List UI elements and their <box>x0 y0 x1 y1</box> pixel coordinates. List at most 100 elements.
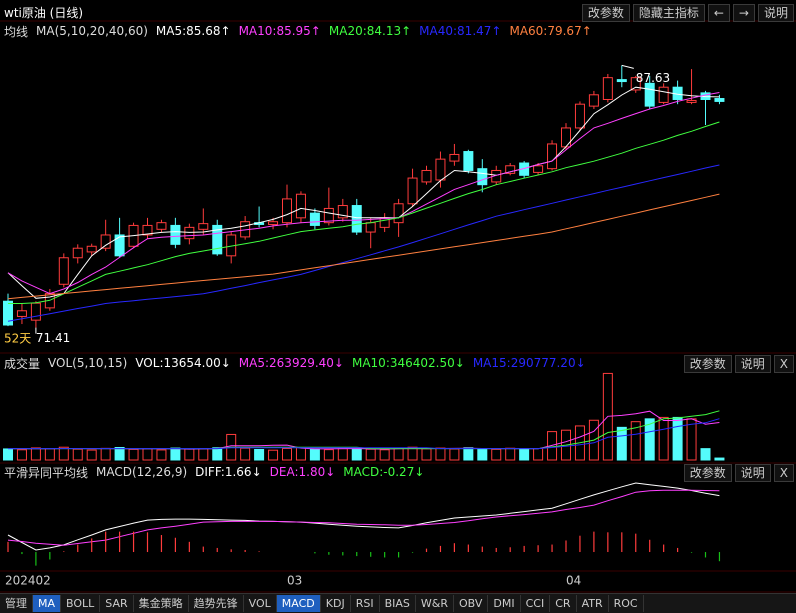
window-title: wti原油 (日线) <box>4 5 84 20</box>
legend-entry: DIFF:1.66↓ <box>195 465 262 479</box>
volume-bar <box>282 448 292 461</box>
panel-button[interactable]: X <box>773 355 794 373</box>
volume-bar <box>156 449 167 461</box>
indicator-tab[interactable]: ROC <box>609 595 644 612</box>
indicator-tab[interactable]: MACD <box>276 595 321 612</box>
volume-bar <box>519 448 530 461</box>
header-button[interactable]: 说明 <box>757 4 794 22</box>
indicator-tab[interactable]: DMI <box>488 595 521 612</box>
volume-bar <box>463 447 474 461</box>
legend-entry: MA60:79.67↑ <box>509 24 592 38</box>
count-label: 52天 <box>4 332 31 346</box>
indicator-tab[interactable]: 管理 <box>0 595 33 612</box>
indicator-tab[interactable]: OBV <box>454 595 489 612</box>
indicator-tab[interactable]: VOL <box>244 595 277 612</box>
legend-entry: MA15:290777.20↓ <box>472 356 586 370</box>
indicator-tab[interactable]: W&R <box>416 595 454 612</box>
volume-bar <box>672 416 683 461</box>
candle-body <box>323 207 334 224</box>
volume-bar <box>295 447 306 461</box>
volume-bar <box>198 448 209 461</box>
legend-title: 均线 <box>4 24 29 39</box>
candle-body <box>463 151 474 171</box>
volume-bar <box>630 421 641 461</box>
indicator-tab[interactable]: 趋势先锋 <box>189 595 244 612</box>
candle-body <box>449 153 460 162</box>
candle-body <box>30 302 41 321</box>
volume-bar <box>421 448 432 461</box>
volume-bar <box>114 447 125 461</box>
candle-body <box>561 127 571 148</box>
volume-bar <box>491 448 502 461</box>
volume-bar <box>128 448 139 461</box>
panel-button[interactable]: 改参数 <box>683 355 732 373</box>
legend-entry: MA20:84.13↑ <box>328 24 412 38</box>
legend-title: 平滑异同平均线 <box>4 465 89 480</box>
volume-ma-line <box>8 418 720 450</box>
volume-bar <box>309 448 320 461</box>
ma-line <box>7 193 720 300</box>
candle-body <box>491 169 502 183</box>
candle-body <box>309 212 320 226</box>
volume-bar <box>658 416 669 461</box>
volume-bar <box>337 448 348 461</box>
candle-body <box>407 177 418 205</box>
volume-bar <box>379 449 390 461</box>
header-button[interactable]: 改参数 <box>581 4 630 22</box>
legend-entry: MACD:-0.27↓ <box>343 465 425 479</box>
candle-body <box>714 98 725 102</box>
volume-bar <box>365 448 376 461</box>
legend-title: 成交量 <box>4 356 41 371</box>
candle-body <box>477 168 488 186</box>
legend-indicator: MACD(12,26,9) <box>96 465 188 479</box>
candle-body <box>295 193 306 219</box>
panel-buttons: 改参数 说明 X <box>683 464 794 482</box>
volume-bar <box>58 446 69 461</box>
candle-body <box>547 143 558 170</box>
indicator-tab[interactable]: MA <box>33 595 62 612</box>
volume-bar <box>30 447 41 461</box>
volume-bar <box>86 449 97 461</box>
volume-bar <box>533 448 544 461</box>
volume-bar <box>44 448 55 461</box>
indicator-tab[interactable]: CCI <box>521 595 551 612</box>
volume-bar <box>435 447 446 461</box>
panel-button[interactable]: X <box>773 464 794 482</box>
volume-bar <box>170 447 181 461</box>
indicator-tab[interactable]: CR <box>550 595 577 612</box>
indicator-tab[interactable]: ATR <box>577 595 609 612</box>
indicator-tab[interactable]: RSI <box>351 595 380 612</box>
volume-bar <box>616 426 627 461</box>
candle-body <box>588 94 599 107</box>
header-button[interactable]: → <box>732 4 755 22</box>
header-button[interactable]: 隐藏主指标 <box>632 4 705 22</box>
panel-button[interactable]: 改参数 <box>683 464 732 482</box>
x-tick-label: 202402 <box>5 574 51 588</box>
legend-entry: MA10:346402.50↓ <box>351 356 465 370</box>
volume-bar <box>323 449 334 461</box>
indicator-tab[interactable]: KDJ <box>321 595 351 612</box>
legend: 平滑异同平均线 MACD(12,26,9) DIFF:1.66↓ DEA:1.80↓ M… <box>4 463 424 481</box>
candle-body <box>3 300 13 326</box>
indicator-tab[interactable]: BOLL <box>61 595 101 612</box>
panel-button[interactable]: 说明 <box>734 355 771 373</box>
header-button[interactable]: ← <box>707 4 730 22</box>
volume-bar <box>72 448 83 461</box>
candle-body <box>16 310 27 317</box>
legend-entry: MA40:81.47↑ <box>419 24 502 38</box>
candle-body <box>616 79 627 83</box>
toolbar: 管理 MA BOLL SAR 集金策略 趋势先锋 VOL MACD KDJ RSI BIAS W&R O… <box>0 593 796 613</box>
volume-bar <box>644 418 655 461</box>
panel-button[interactable]: 说明 <box>734 464 771 482</box>
candle-body <box>86 245 97 253</box>
indicator-tab[interactable]: 集金策略 <box>134 595 189 612</box>
volume-bar <box>142 448 153 461</box>
candle-body <box>184 226 195 240</box>
indicator-tab[interactable]: BIAS <box>380 595 416 612</box>
indicator-tab[interactable]: SAR <box>100 595 134 612</box>
volume-bar <box>184 448 195 461</box>
candle-body <box>212 224 223 255</box>
candle-body <box>72 247 83 259</box>
